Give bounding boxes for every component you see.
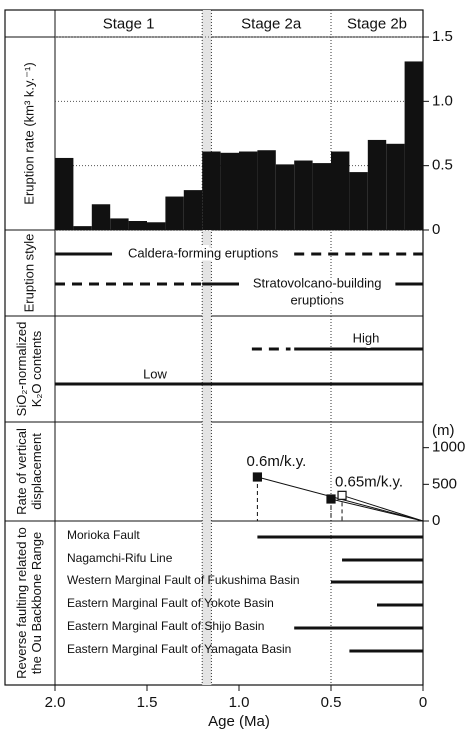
bar bbox=[275, 164, 295, 230]
point bbox=[252, 472, 262, 482]
y-tick-label: 1.5 bbox=[432, 28, 453, 45]
x-tick-label: 1.0 bbox=[229, 694, 250, 711]
stage-band bbox=[202, 10, 212, 685]
annotation: 0.6m/k.y. bbox=[247, 453, 307, 470]
bar bbox=[386, 143, 405, 230]
y-tick-label: 1000 bbox=[432, 439, 465, 456]
panel-label: the Ou Backbone Range bbox=[29, 532, 44, 674]
bar bbox=[110, 218, 129, 230]
bar bbox=[91, 204, 111, 230]
panel-label: Eruption rate (km³ k.y.⁻¹) bbox=[21, 62, 36, 204]
bar bbox=[202, 151, 221, 230]
bar bbox=[147, 222, 166, 230]
annotation: 0.65m/k.y. bbox=[335, 473, 403, 490]
x-tick-label: 0 bbox=[419, 694, 427, 711]
row-label: Stratovolcano-building bbox=[253, 275, 382, 290]
bar bbox=[128, 220, 147, 230]
row-label: High bbox=[353, 330, 380, 345]
y-tick-label: 0 bbox=[432, 512, 440, 529]
row-label: Eastern Marginal Fault of Yokote Basin bbox=[67, 596, 274, 610]
row-label: Morioka Fault bbox=[67, 528, 140, 542]
panel-label: SiO₂-normalized bbox=[14, 322, 29, 417]
panel-label: Rate of vertical bbox=[14, 428, 29, 515]
row-label: Low bbox=[143, 366, 167, 381]
panel-label: displacement bbox=[29, 433, 44, 510]
bar bbox=[165, 196, 184, 230]
panel-label: K₂O contents bbox=[29, 330, 44, 407]
bar bbox=[55, 157, 74, 230]
bar bbox=[183, 190, 203, 230]
stage-label: Stage 2b bbox=[347, 15, 407, 32]
bar bbox=[220, 152, 239, 230]
y-tick-label: 0.5 bbox=[432, 157, 453, 174]
y-tick-label: 500 bbox=[432, 475, 457, 492]
panel-label: Eruption style bbox=[21, 234, 36, 313]
row-label: Eastern Marginal Fault of Shijo Basin bbox=[67, 619, 264, 633]
x-tick-label: 0.5 bbox=[321, 694, 342, 711]
row-label: Nagamchi-Rifu Line bbox=[67, 551, 173, 565]
point bbox=[337, 490, 347, 500]
x-tick-label: 1.5 bbox=[137, 694, 158, 711]
stage-label: Stage 1 bbox=[103, 15, 155, 32]
row-label: eruptions bbox=[290, 292, 344, 307]
x-tick-label: 2.0 bbox=[45, 694, 66, 711]
row-label: Western Marginal Fault of Fukushima Basi… bbox=[67, 573, 300, 587]
bar bbox=[404, 61, 423, 230]
bar bbox=[257, 150, 276, 230]
row-label: Eastern Marginal Fault of Yamagata Basin bbox=[67, 642, 291, 656]
stage-label: Stage 2a bbox=[241, 15, 302, 32]
point bbox=[326, 494, 336, 504]
y-tick-label: 0 bbox=[432, 221, 440, 238]
bar bbox=[331, 151, 350, 230]
bar bbox=[239, 151, 258, 230]
rate-line bbox=[330, 498, 424, 522]
bar bbox=[367, 139, 387, 230]
row-label: Caldera-forming eruptions bbox=[128, 245, 279, 260]
y-tick-label: 1.0 bbox=[432, 92, 453, 109]
panel-label: Reverse faulting related to bbox=[14, 527, 29, 679]
bar bbox=[349, 172, 368, 230]
rate-line bbox=[341, 494, 424, 522]
x-axis-label: Age (Ma) bbox=[208, 713, 270, 730]
bar bbox=[73, 226, 92, 230]
bar bbox=[312, 163, 331, 230]
bar bbox=[294, 160, 313, 230]
y-unit: (m) bbox=[432, 422, 455, 439]
